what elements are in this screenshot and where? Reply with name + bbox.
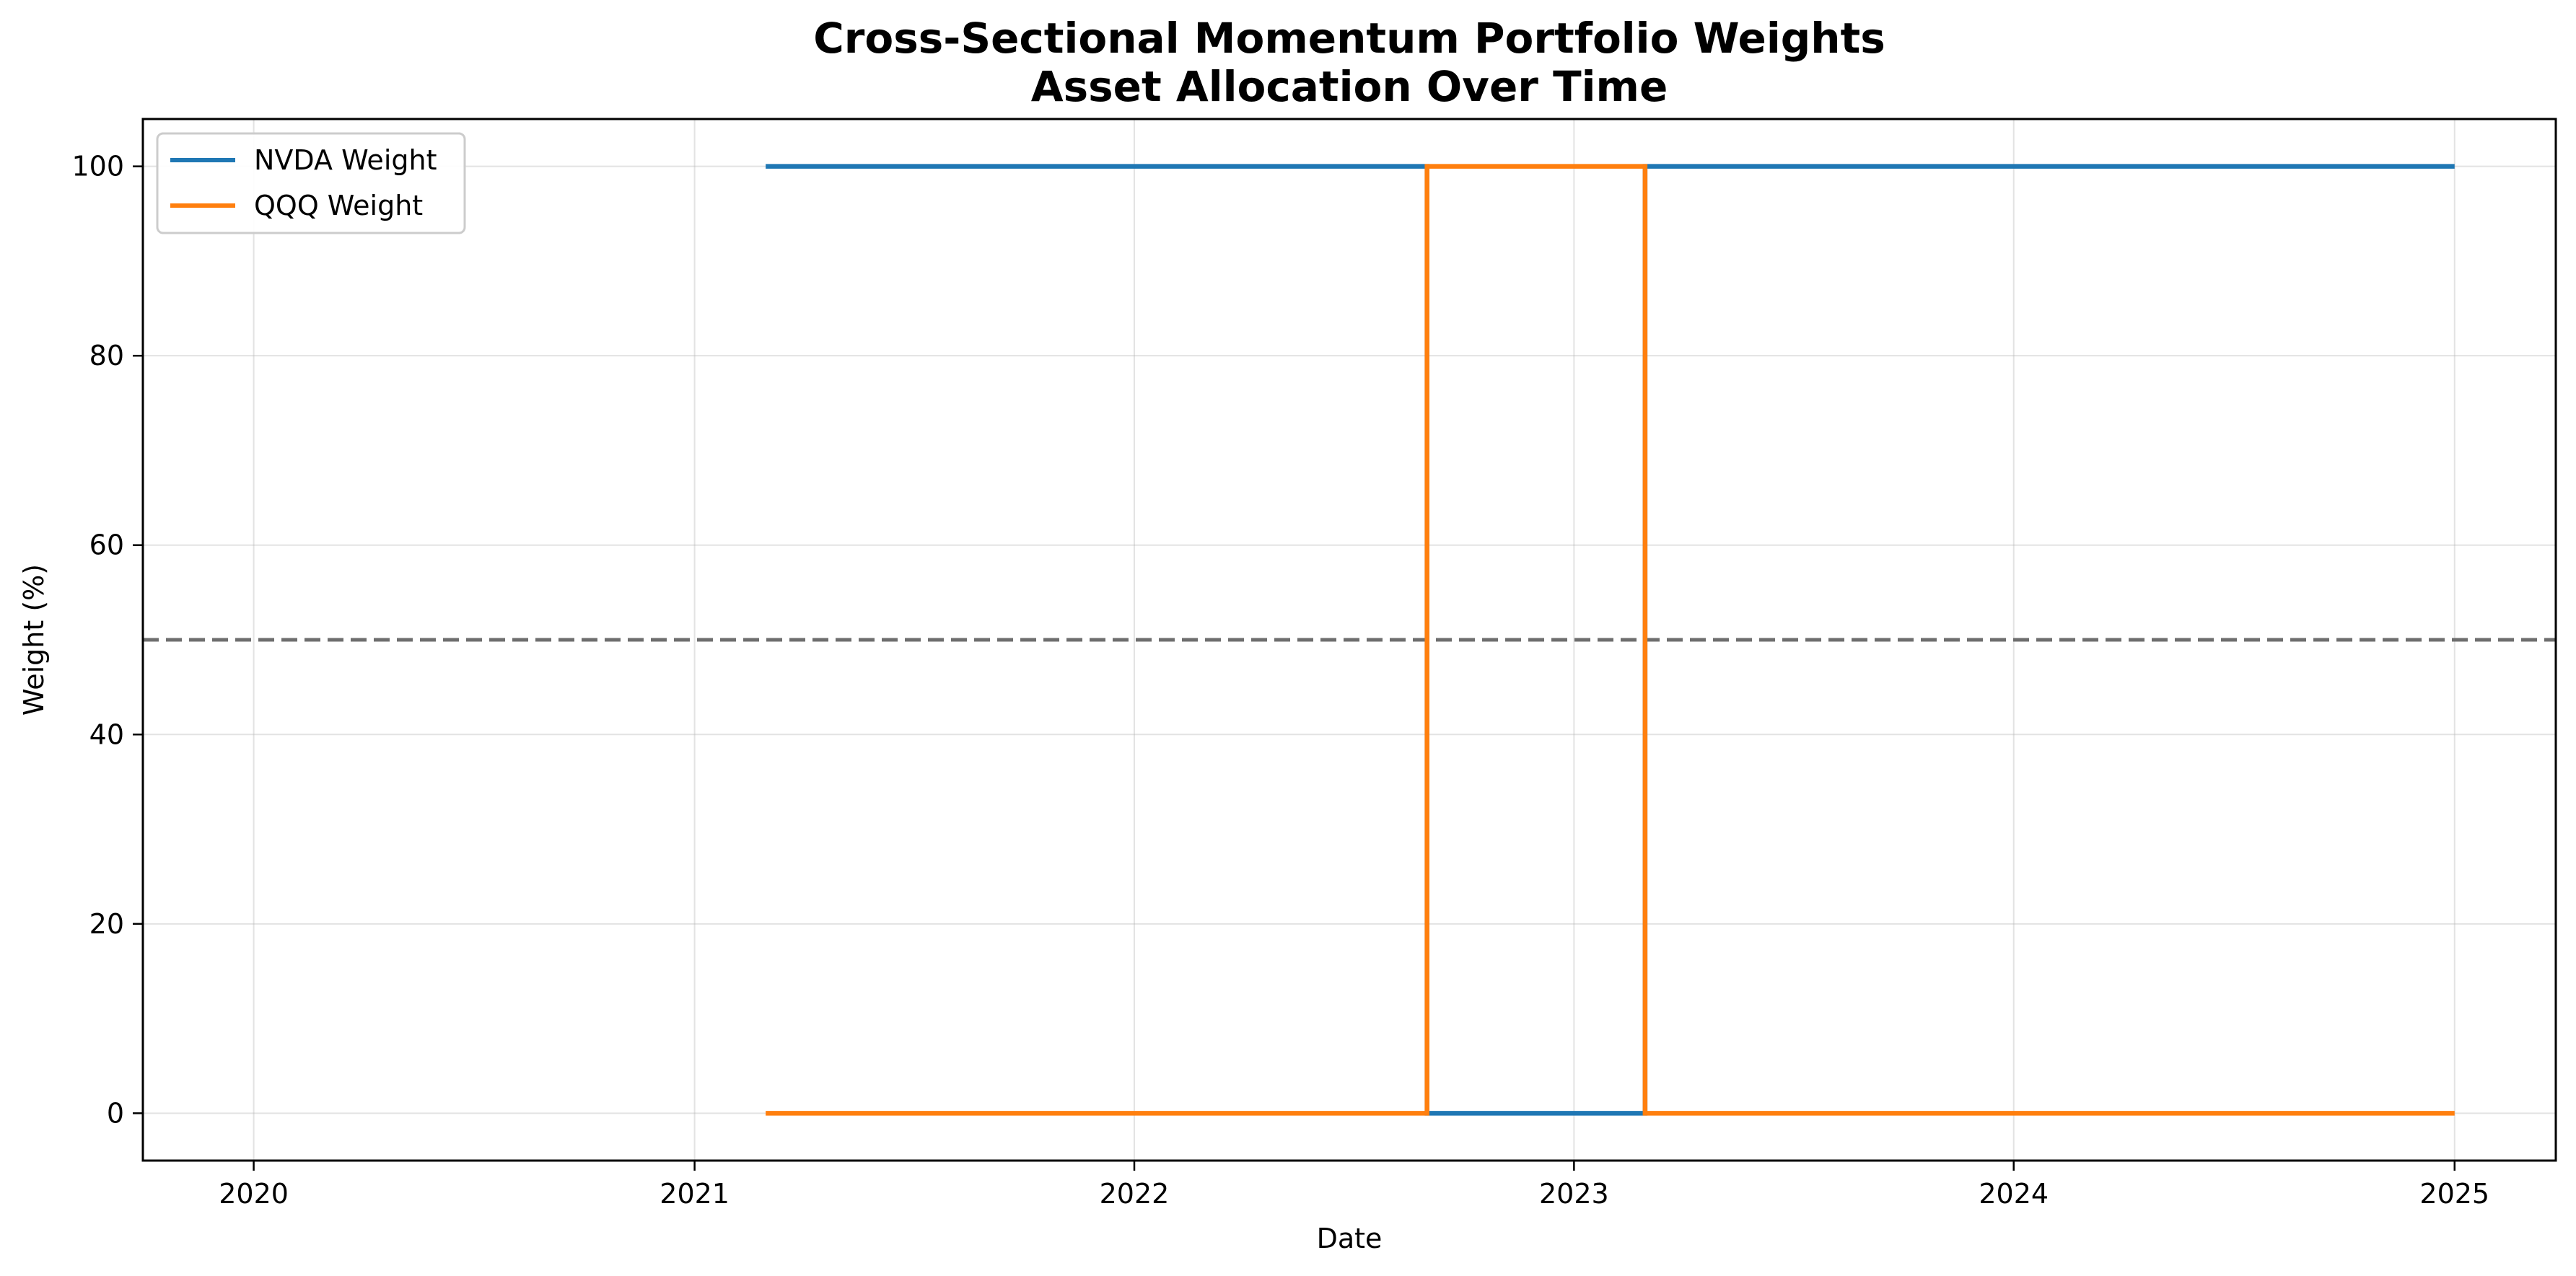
legend: NVDA Weight QQQ Weight — [156, 132, 466, 234]
x-axis-label: Date — [1317, 1223, 1383, 1254]
y-tick-label: 100 — [71, 151, 124, 182]
legend-label-nvda: NVDA Weight — [254, 144, 437, 176]
y-tick-label: 60 — [89, 529, 124, 561]
x-tick-label: 2023 — [1539, 1178, 1609, 1210]
x-tick-label: 2024 — [1979, 1178, 2049, 1210]
chart-title-line-2: Asset Allocation Over Time — [1031, 62, 1668, 111]
axis-ticks: 2020 2021 2022 2023 2024 2025 0 20 40 60 80 100 — [71, 151, 2489, 1210]
x-tick-label: 2021 — [660, 1178, 730, 1210]
series-line-nvda-weight — [766, 164, 2455, 1116]
y-tick-label: 0 — [107, 1097, 124, 1129]
series-line-qqq-weight — [766, 164, 2455, 1116]
chart-title-line-1: Cross-Sectional Momentum Portfolio Weigh… — [813, 14, 1885, 63]
series-layer — [766, 164, 2455, 1116]
y-axis-label: Weight (%) — [18, 564, 50, 716]
y-tick-label: 20 — [89, 908, 124, 940]
y-tick-label: 80 — [89, 340, 124, 371]
plot-area-frame — [141, 118, 2557, 1162]
y-tick-label: 40 — [89, 718, 124, 750]
legend-label-qqq: QQQ Weight — [254, 190, 423, 221]
x-tick-label: 2020 — [219, 1178, 289, 1210]
x-tick-label: 2025 — [2419, 1178, 2489, 1210]
x-tick-label: 2022 — [1100, 1178, 1170, 1210]
